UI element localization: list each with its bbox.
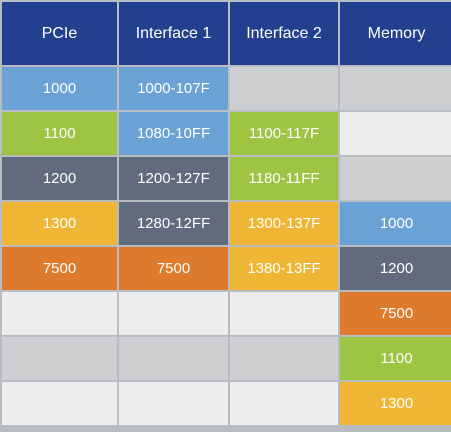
table-cell [230, 67, 338, 110]
table-cell: 7500 [2, 247, 117, 290]
table-cell [340, 67, 451, 110]
table-cell: 1080-10FF [119, 112, 228, 155]
table-cell: 1280-12FF [119, 202, 228, 245]
table-cell: 1100 [2, 112, 117, 155]
table-cell: 1000 [2, 67, 117, 110]
table-cell [119, 382, 228, 425]
table-cell [119, 337, 228, 380]
table-cell: 1200-127F [119, 157, 228, 200]
table-cell: 1100-117F [230, 112, 338, 155]
header-interface-2: Interface 2 [230, 2, 338, 65]
table-cell: 1300-137F [230, 202, 338, 245]
table-cell [230, 382, 338, 425]
table-cell [2, 337, 117, 380]
table-cell [340, 112, 451, 155]
table-cell: 1000-107F [119, 67, 228, 110]
table-cell: 1380-13FF [230, 247, 338, 290]
table-cell [230, 337, 338, 380]
table-cell [119, 292, 228, 335]
table-cell: 1300 [2, 202, 117, 245]
table-cell: 7500 [119, 247, 228, 290]
header-interface-1: Interface 1 [119, 2, 228, 65]
table-cell: 1000 [340, 202, 451, 245]
table-cell: 7500 [340, 292, 451, 335]
table-cell: 1180-11FF [230, 157, 338, 200]
table-cell: 1200 [340, 247, 451, 290]
header-pcie: PCIe [2, 2, 117, 65]
table-cell [2, 292, 117, 335]
table-cell [2, 382, 117, 425]
table-cell [340, 157, 451, 200]
table-cell [230, 292, 338, 335]
table-cell: 1200 [2, 157, 117, 200]
table-cell: 1100 [340, 337, 451, 380]
table-cell: 1300 [340, 382, 451, 425]
header-memory: Memory [340, 2, 451, 65]
